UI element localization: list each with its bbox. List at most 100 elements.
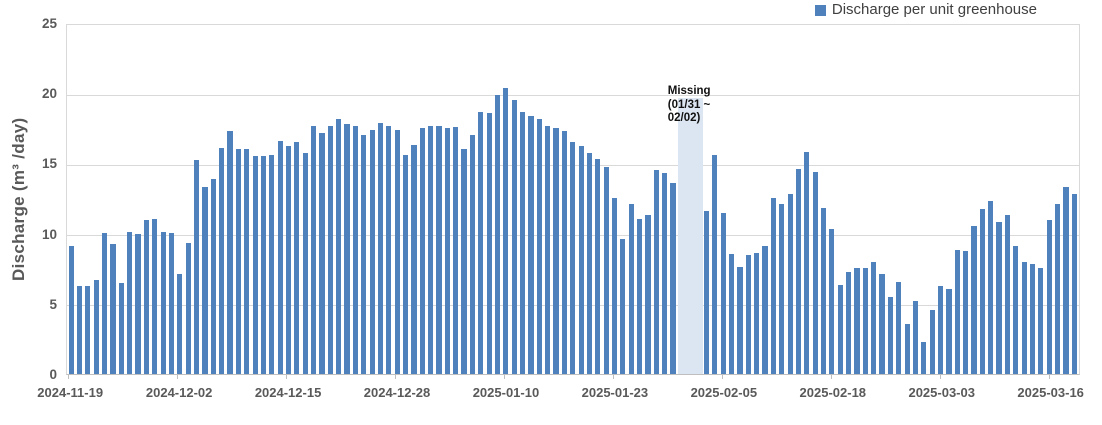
bar [979,209,985,374]
bar [453,126,459,374]
bar-slot [1037,25,1045,374]
bar-slot [535,25,543,374]
y-tick-label: 25 [41,16,57,31]
bar-slot [368,25,376,374]
bar [846,272,852,374]
bar [377,122,384,374]
bar-slot [518,25,526,374]
bar [185,242,191,374]
bar [804,152,810,374]
bar [561,131,567,374]
bar-slot [393,25,401,374]
bar [837,284,843,374]
bar-slot [468,25,476,374]
x-tick-label: 2025-02-18 [799,385,867,400]
bar [1013,245,1019,374]
bar-slot [652,25,660,374]
bar-slot [134,25,142,374]
bar-slot [543,25,551,374]
x-axis-tick [1048,375,1050,379]
bar [712,154,718,374]
bar-slot [385,25,393,374]
bar [595,159,601,374]
bar-slot [477,25,485,374]
bar [536,118,542,374]
bar [937,286,944,374]
legend-swatch-icon [814,4,826,16]
bar-slot [109,25,117,374]
bar-slot [410,25,418,374]
bar-slot [343,25,351,374]
bar [795,168,802,374]
bar [887,297,893,374]
bar-slot [117,25,125,374]
bar-slot [677,25,685,374]
bar-slot [853,25,861,374]
missing-annotation-line: 02/02) [667,112,701,124]
bar-slot [1053,25,1061,374]
bar-slot [719,25,727,374]
bar [135,234,141,374]
bar-slot [895,25,903,374]
bar [219,147,225,374]
bar-slot [769,25,777,374]
bar-slot [251,25,259,374]
bar-slot [159,25,167,374]
y-tick-label: 0 [49,367,57,382]
bar [469,135,476,374]
bar-slot [418,25,426,374]
bar-slot [560,25,568,374]
bar [511,100,517,374]
bar-slot [460,25,468,374]
x-tick-label: 2024-12-02 [145,385,213,400]
bar [478,111,484,374]
bar-slot [627,25,635,374]
x-tick-label: 2025-03-03 [908,385,975,400]
bar-slot [502,25,510,374]
bar [829,228,835,374]
bar-slot [1045,25,1053,374]
bar [327,125,333,374]
bar [854,267,860,374]
bar-slot [1070,25,1078,374]
bar [361,135,367,374]
bar-slot [426,25,434,374]
bar-slot [987,25,995,374]
bar [653,170,659,374]
bar-slot [803,25,811,374]
y-tick-label: 20 [41,86,57,102]
bar-slot [903,25,911,374]
bar-slot [711,25,719,374]
bar-slot [945,25,953,374]
x-axis-tick [286,375,288,379]
bar-slot [184,25,192,374]
bar-slot [151,25,159,374]
bar-slot [376,25,384,374]
bar [202,186,208,374]
x-tick-label: 2025-01-10 [472,385,540,400]
bar-slot [318,25,326,374]
bar [177,273,183,374]
bar-slot [493,25,501,374]
bar-slot [217,25,225,374]
bar-slot [669,25,677,374]
x-tick-label: 2025-01-23 [581,385,649,400]
y-axis-title: Discharge (m³ /day) [9,117,28,282]
bar-slot [360,25,368,374]
bar-slot [268,25,276,374]
bar-slot [836,25,844,374]
bar-slot [167,25,175,374]
bar [252,156,258,374]
bar [419,128,425,374]
bar [411,145,417,374]
bar [394,129,400,374]
bar [921,341,927,374]
x-axis-tick [612,375,614,379]
bar [904,323,910,374]
bar-slot [309,25,317,374]
bar [486,112,492,374]
bar [294,142,300,374]
bar [1021,262,1027,374]
bar [963,251,969,374]
x-axis-tick [939,375,941,379]
